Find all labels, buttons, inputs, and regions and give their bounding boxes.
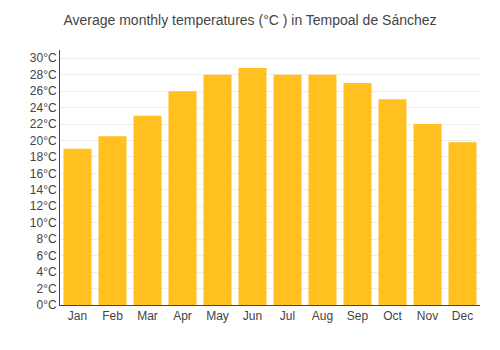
svg-text:Jul: Jul [280, 309, 295, 323]
svg-text:Jun: Jun [243, 309, 262, 323]
svg-text:0°C: 0°C [36, 298, 56, 312]
svg-text:Feb: Feb [102, 309, 123, 323]
svg-text:Apr: Apr [173, 309, 192, 323]
svg-text:30°C: 30°C [30, 51, 57, 65]
svg-text:Jan: Jan [68, 309, 87, 323]
svg-text:Oct: Oct [383, 309, 402, 323]
svg-text:16°C: 16°C [30, 167, 57, 181]
svg-text:8°C: 8°C [36, 232, 56, 246]
svg-text:Aug: Aug [312, 309, 333, 323]
svg-text:May: May [206, 309, 229, 323]
svg-text:Nov: Nov [417, 309, 438, 323]
svg-text:6°C: 6°C [36, 249, 56, 263]
svg-text:10°C: 10°C [30, 216, 57, 230]
svg-text:Dec: Dec [452, 309, 473, 323]
svg-text:4°C: 4°C [36, 265, 56, 279]
svg-text:Average monthly temperatures (: Average monthly temperatures (°C ) in Te… [63, 12, 436, 28]
svg-text:24°C: 24°C [30, 101, 57, 115]
svg-text:18°C: 18°C [30, 150, 57, 164]
svg-text:26°C: 26°C [30, 84, 57, 98]
svg-text:Mar: Mar [137, 309, 158, 323]
svg-text:14°C: 14°C [30, 183, 57, 197]
svg-text:12°C: 12°C [30, 199, 57, 213]
svg-text:22°C: 22°C [30, 117, 57, 131]
svg-text:2°C: 2°C [36, 282, 56, 296]
svg-text:Sep: Sep [347, 309, 369, 323]
svg-text:20°C: 20°C [30, 134, 57, 148]
svg-text:28°C: 28°C [30, 68, 57, 82]
